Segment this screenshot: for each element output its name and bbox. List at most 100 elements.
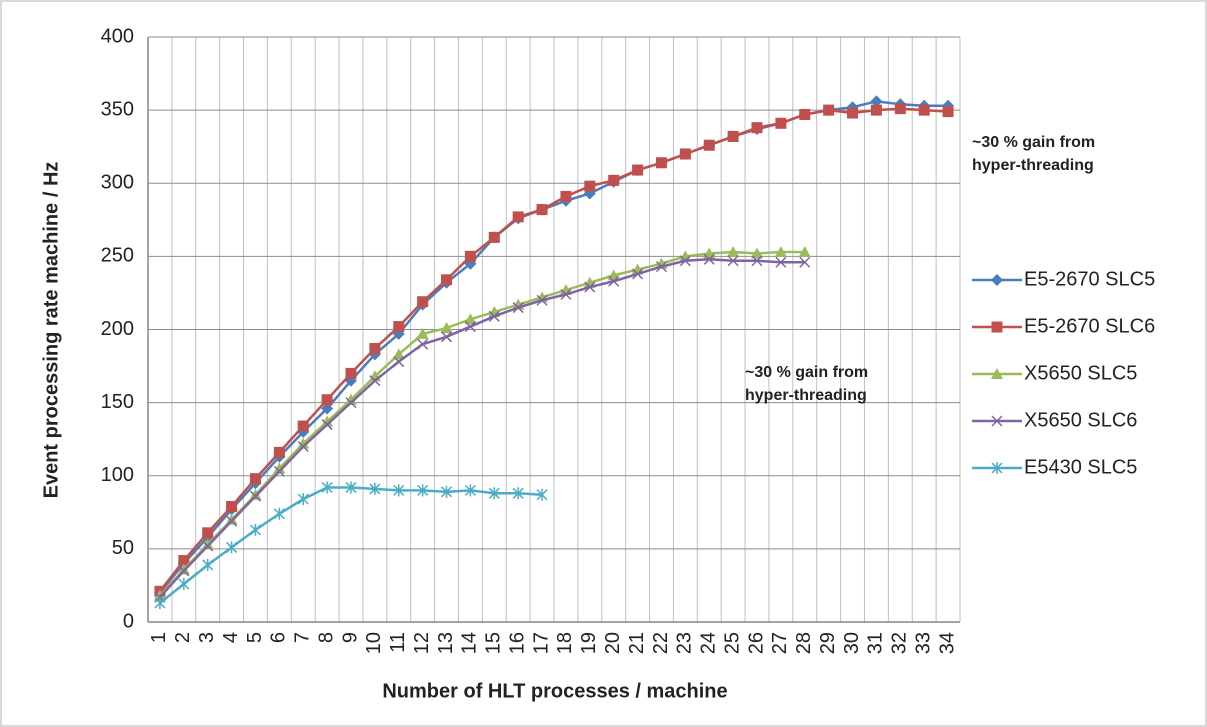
point xyxy=(417,484,429,497)
point xyxy=(632,268,644,280)
point xyxy=(249,490,262,502)
annotation: hyper-threading xyxy=(972,157,1094,174)
legend-label: E5-2670 SLC6 xyxy=(1024,315,1155,337)
point xyxy=(464,321,476,333)
point xyxy=(464,484,476,497)
x-tick-label: 13 xyxy=(435,632,457,654)
point xyxy=(823,104,835,116)
point xyxy=(178,577,190,590)
annotation: ~30 % gain from xyxy=(972,134,1095,151)
x-tick-label: 34 xyxy=(936,632,958,654)
point xyxy=(870,104,882,116)
point xyxy=(345,481,357,494)
x-axis-title: Number of HLT processes / machine xyxy=(382,680,727,702)
point xyxy=(798,245,811,257)
x-tick-label: 30 xyxy=(841,632,863,654)
point xyxy=(464,250,476,262)
point xyxy=(321,394,333,406)
point xyxy=(202,527,214,539)
point xyxy=(297,440,309,453)
point xyxy=(679,148,691,160)
point xyxy=(153,589,166,601)
x-tick-label: 4 xyxy=(220,632,242,643)
x-tick-label: 6 xyxy=(268,632,290,643)
point xyxy=(393,356,405,368)
series-line xyxy=(159,250,805,597)
point xyxy=(440,485,453,498)
legend-label: E5-2670 SLC5 xyxy=(1024,268,1155,290)
point xyxy=(297,437,310,449)
x-tick-label: 3 xyxy=(196,632,218,643)
point xyxy=(703,139,715,151)
legend-label: X5650 SLC6 xyxy=(1024,409,1137,431)
point xyxy=(369,482,381,495)
point xyxy=(369,343,381,355)
annotation: ~30 % gain from xyxy=(745,364,868,381)
point xyxy=(608,275,620,287)
x-tick-label: 8 xyxy=(315,632,337,643)
point xyxy=(273,462,286,474)
point xyxy=(321,402,334,415)
point xyxy=(751,247,763,259)
x-tick-label: 23 xyxy=(674,632,696,654)
x-tick-label: 2 xyxy=(172,632,194,643)
point xyxy=(584,180,596,192)
point xyxy=(727,255,739,267)
point xyxy=(249,488,262,500)
point xyxy=(488,310,500,322)
x-tick-label: 5 xyxy=(244,632,266,643)
x-tick-label: 18 xyxy=(554,632,576,654)
point xyxy=(751,255,763,267)
x-tick-label: 10 xyxy=(363,632,385,654)
point xyxy=(536,294,548,306)
point xyxy=(727,130,739,142)
point xyxy=(560,288,572,300)
y-tick-label: 350 xyxy=(101,98,134,120)
legend-label: E5430 SLC5 xyxy=(1024,456,1137,478)
y-tick-label: 150 xyxy=(101,391,134,413)
point xyxy=(440,322,453,334)
x-tick-label: 28 xyxy=(793,632,815,654)
point xyxy=(679,255,691,267)
point xyxy=(417,296,429,308)
series-line xyxy=(158,107,949,593)
point xyxy=(273,507,285,520)
point xyxy=(297,420,309,432)
point xyxy=(942,106,954,118)
annotation: hyper-threading xyxy=(745,387,867,404)
point xyxy=(393,321,405,333)
y-tick-label: 300 xyxy=(101,172,134,194)
point xyxy=(488,231,500,243)
point xyxy=(775,117,787,129)
point xyxy=(655,261,668,273)
point xyxy=(249,523,262,536)
point xyxy=(464,313,477,325)
point xyxy=(870,95,883,108)
point xyxy=(536,488,548,501)
x-tick-label: 32 xyxy=(889,632,911,654)
x-tick-label: 12 xyxy=(411,632,433,654)
point xyxy=(847,107,859,119)
x-tick-label: 24 xyxy=(698,632,720,654)
point xyxy=(226,541,238,554)
point xyxy=(608,174,620,186)
point xyxy=(393,484,405,497)
point xyxy=(512,302,524,314)
x-tick-label: 7 xyxy=(292,632,314,643)
point xyxy=(584,281,596,293)
point xyxy=(655,157,667,169)
point xyxy=(369,375,381,387)
x-tick-label: 21 xyxy=(626,632,648,654)
point xyxy=(392,348,405,360)
point xyxy=(536,204,548,216)
point xyxy=(560,190,572,202)
point xyxy=(512,487,524,500)
y-tick-label: 50 xyxy=(112,537,134,559)
point xyxy=(727,245,740,257)
point xyxy=(703,253,715,265)
x-tick-label: 17 xyxy=(530,632,552,654)
point xyxy=(345,397,357,409)
point xyxy=(417,338,429,350)
